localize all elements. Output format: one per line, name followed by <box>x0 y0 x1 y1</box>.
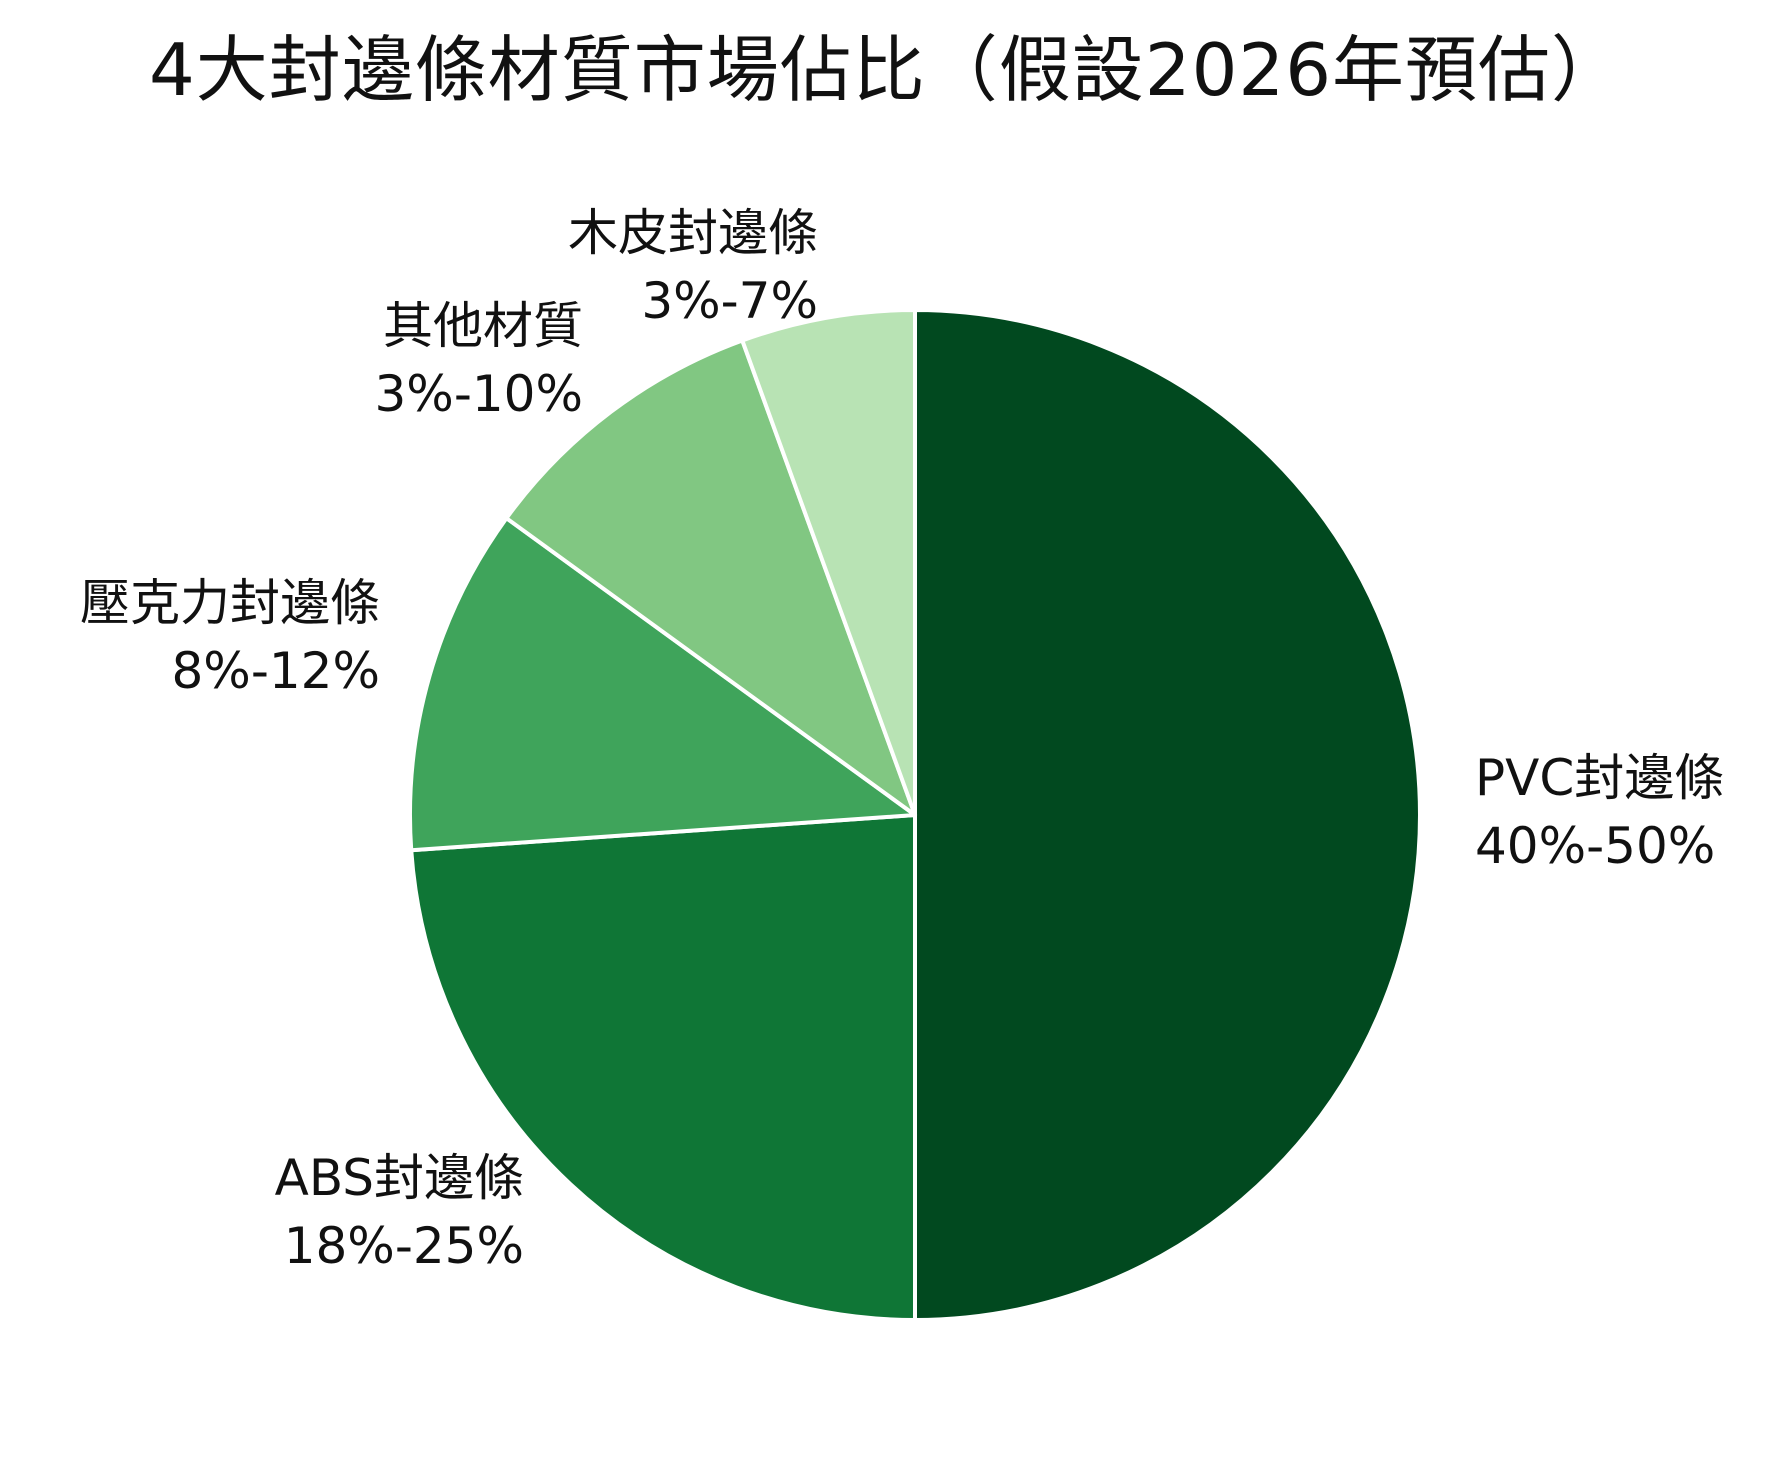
slice-range-other: 3%-10% <box>375 365 584 423</box>
slice-name-other: 其他材質 <box>383 297 583 355</box>
slice-label-wood-veneer: 木皮封邊條 3%-7% <box>568 204 818 330</box>
pie-slices <box>408 308 1422 1322</box>
slice-range-pvc: 40%-50% <box>1475 817 1715 875</box>
pie-slice-wood-veneer <box>740 308 917 817</box>
slice-name-acrylic: 壓克力封邊條 <box>80 574 380 632</box>
slice-range-abs: 18%-25% <box>284 1217 524 1275</box>
pie-slice-acrylic <box>408 516 917 853</box>
slice-label-pvc: PVC封邊條 40%-50% <box>1475 749 1724 875</box>
slice-name-abs: ABS封邊條 <box>275 1149 524 1207</box>
pie-slice-other <box>504 338 917 817</box>
slice-label-abs: ABS封邊條 18%-25% <box>275 1149 524 1275</box>
slice-name-wood-veneer: 木皮封邊條 <box>568 204 818 262</box>
slice-range-acrylic: 8%-12% <box>172 642 381 700</box>
slice-range-wood-veneer: 3%-7% <box>641 272 818 330</box>
slice-label-other: 其他材質 3%-10% <box>375 297 584 423</box>
pie-slice-pvc <box>913 308 1422 1322</box>
slice-label-acrylic: 壓克力封邊條 8%-12% <box>80 574 380 700</box>
pie-slice-abs <box>409 813 917 1322</box>
slice-name-pvc: PVC封邊條 <box>1475 749 1724 807</box>
chart-title: 4大封邊條材質市場佔比（假設2026年預估） <box>148 28 1625 112</box>
slice-labels: PVC封邊條 40%-50% ABS封邊條 18%-25% 壓克力封邊條 8%-12% 其他… <box>80 204 1724 1275</box>
